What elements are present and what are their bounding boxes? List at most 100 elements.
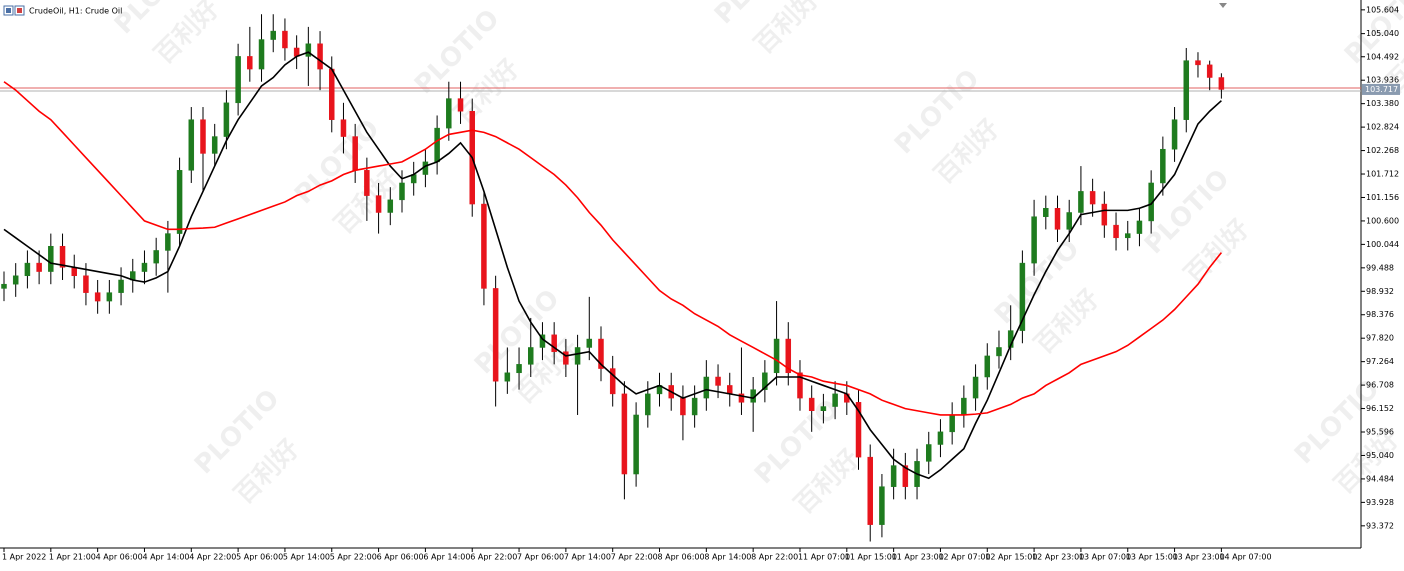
candle-body: [434, 127, 440, 163]
candle-body: [1031, 216, 1037, 264]
candle-body: [574, 347, 581, 365]
candle-body: [1, 283, 7, 289]
x-tick-label: 1 Apr 2022: [2, 553, 46, 562]
y-tick-label: 100.600: [1366, 216, 1399, 225]
y-tick-label: 98.376: [1366, 310, 1394, 319]
candle-body: [399, 182, 405, 201]
candle-body: [24, 262, 31, 277]
symbol-icon: [3, 5, 25, 16]
candle-body: [879, 486, 885, 525]
candle-body: [118, 279, 124, 293]
candle-body: [12, 275, 19, 285]
x-tick-label: 1 Apr 21:00: [49, 553, 96, 562]
y-tick-label: 93.928: [1366, 498, 1394, 507]
candle-body: [1195, 60, 1201, 66]
candle-body: [808, 397, 815, 412]
y-tick-label: 102.824: [1366, 123, 1399, 132]
candle-body: [949, 414, 955, 433]
candle-body: [165, 233, 171, 251]
candle-body: [352, 136, 358, 171]
y-tick-label: 103.936: [1366, 76, 1399, 85]
candle-body: [59, 245, 66, 268]
x-tick-label: 11 Apr 23:00: [892, 553, 944, 562]
candle-body: [504, 372, 511, 382]
candle-body: [211, 136, 218, 154]
candle-body: [1124, 233, 1131, 239]
y-tick-label: 93.372: [1366, 521, 1394, 530]
candle-body: [703, 376, 710, 399]
y-tick-label: 101.156: [1366, 193, 1399, 202]
candle-body: [1019, 262, 1026, 331]
x-tick-label: 8 Apr 06:00: [658, 553, 705, 562]
candle-body: [457, 98, 464, 112]
candle-body: [609, 368, 616, 395]
y-tick-label: 96.708: [1366, 381, 1394, 390]
candle-body: [83, 275, 89, 293]
candle-body: [1101, 203, 1108, 226]
x-tick-label: 6 Apr 22:00: [470, 553, 517, 562]
y-tick-label: 100.044: [1366, 240, 1399, 249]
candle-body: [785, 338, 792, 374]
candle-body: [855, 402, 862, 458]
candle-body: [820, 406, 827, 412]
candle-body: [153, 250, 159, 264]
candle-body: [645, 393, 651, 416]
icon-fill: [6, 8, 11, 13]
x-tick-label: 7 Apr 06:00: [517, 553, 564, 562]
x-tick-label: 11 Apr 07:00: [798, 553, 850, 562]
y-tick-label: 97.820: [1366, 334, 1394, 343]
x-tick-label: 4 Apr 22:00: [189, 553, 236, 562]
candle-body: [890, 465, 897, 487]
y-tick-label: 96.152: [1366, 404, 1394, 413]
candle-body: [563, 351, 569, 365]
candle-body: [773, 338, 780, 374]
x-tick-label: 12 Apr 15:00: [985, 553, 1037, 562]
candle-body: [141, 262, 148, 272]
x-tick-label: 5 Apr 06:00: [236, 553, 283, 562]
candle-body: [492, 288, 499, 382]
candle-body: [247, 56, 253, 70]
candle-body: [36, 262, 42, 272]
y-tick-label: 95.596: [1366, 428, 1394, 437]
candle-body: [1078, 191, 1084, 213]
y-tick-label: 103.380: [1366, 99, 1399, 108]
candle-body: [317, 43, 323, 70]
candle-body: [972, 376, 979, 399]
x-tick-label: 8 Apr 14:00: [704, 553, 751, 562]
x-tick-label: 7 Apr 14:00: [564, 553, 611, 562]
ma-line: [3, 81, 1223, 416]
candle-body: [516, 364, 522, 374]
x-tick-label: 4 Apr 14:00: [142, 553, 189, 562]
candle-body: [996, 347, 1002, 357]
candle-body: [598, 338, 604, 369]
x-tick-label: 7 Apr 22:00: [611, 553, 658, 562]
candle-body: [715, 376, 721, 386]
candle-body: [726, 385, 733, 395]
candle-body: [984, 355, 991, 378]
candle-body: [1054, 208, 1061, 230]
candle-body: [902, 465, 909, 487]
candle-body: [586, 338, 593, 348]
x-tick-label: 8 Apr 22:00: [751, 553, 798, 562]
candle-body: [1113, 224, 1119, 239]
icon-fill: [17, 8, 22, 13]
candle-body: [925, 444, 932, 462]
candle-body: [387, 199, 394, 213]
y-tick-label: 94.484: [1366, 474, 1394, 483]
candle-body: [797, 372, 803, 399]
candle-body: [633, 414, 639, 475]
candle-body: [176, 170, 183, 234]
candle-body: [680, 397, 686, 416]
y-tick-label: 101.712: [1366, 170, 1399, 179]
candle-body: [223, 102, 230, 137]
candle-body: [364, 170, 370, 196]
last-price-box: [1362, 83, 1400, 95]
candle-body: [375, 195, 382, 213]
candle-body: [1136, 220, 1143, 234]
y-tick-label: 98.932: [1366, 287, 1394, 296]
candle-body: [762, 372, 768, 390]
candle-body: [106, 292, 113, 302]
